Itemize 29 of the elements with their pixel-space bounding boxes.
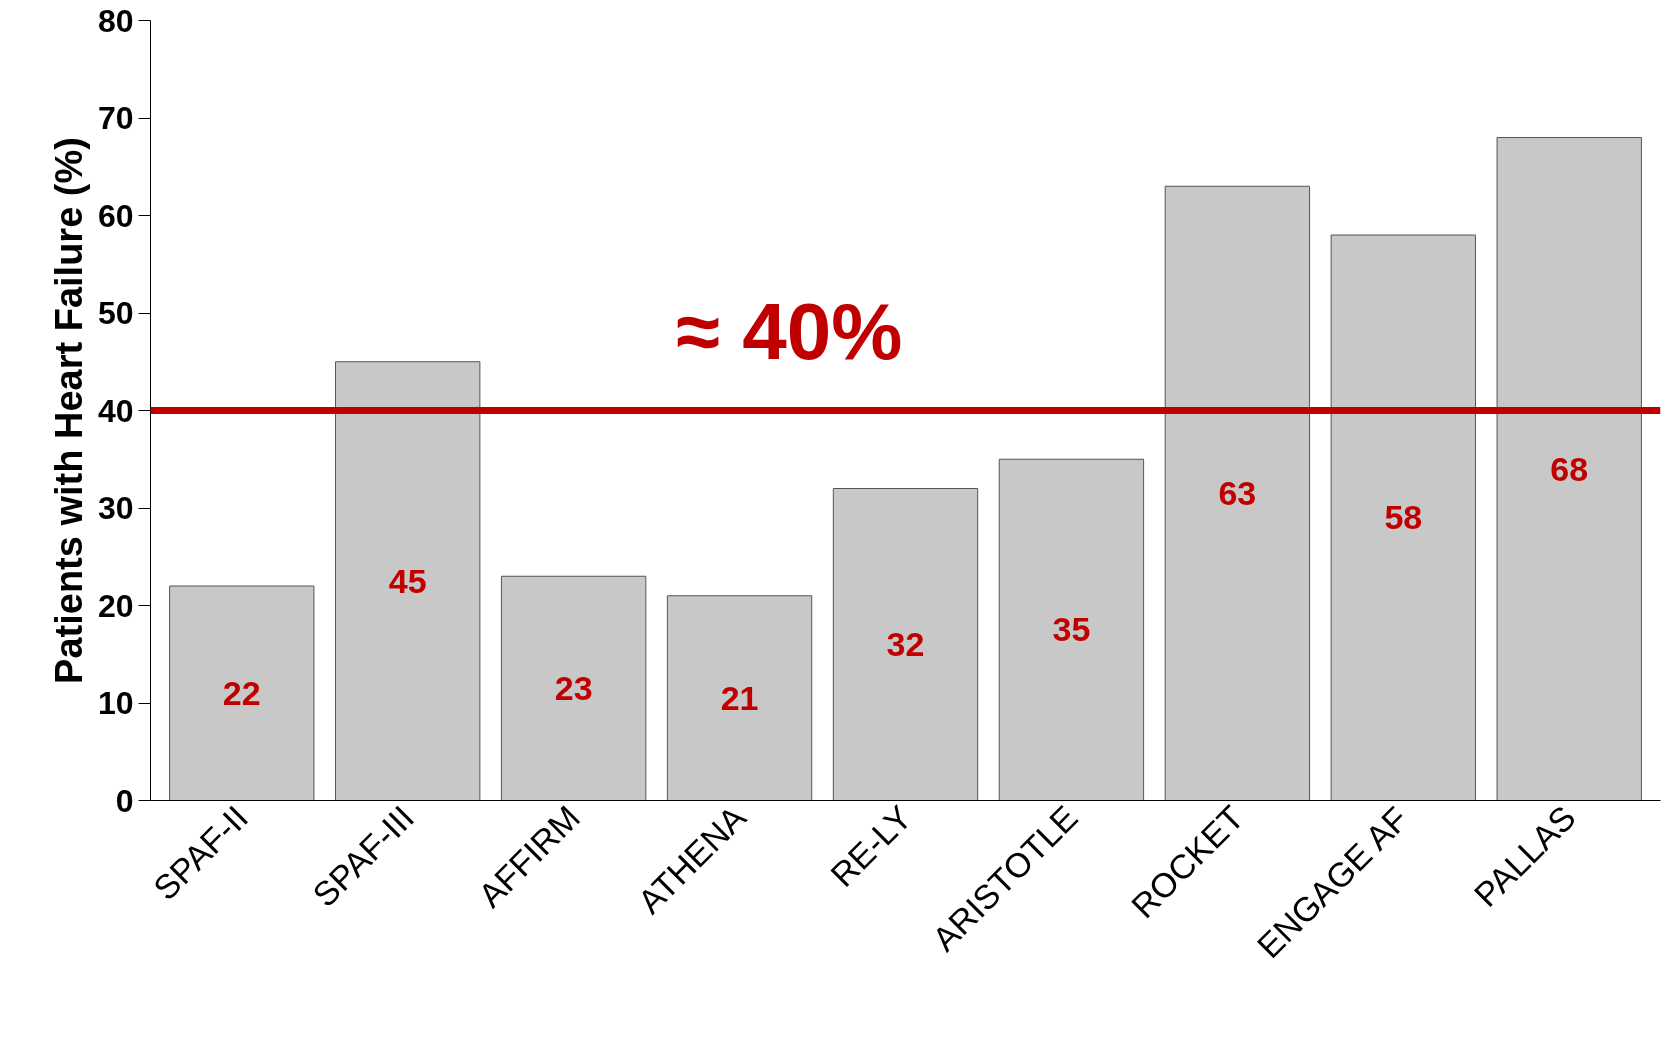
data-label: 68 [1550, 449, 1589, 488]
y-tick-label: 30 [97, 490, 134, 526]
y-axis-title: Patients with Heart Failure (%) [47, 137, 90, 684]
data-label: 32 [886, 625, 925, 663]
bar [666, 595, 813, 801]
bar [998, 458, 1145, 801]
bar [335, 361, 481, 801]
y-tick-label: 80 [97, 2, 134, 39]
bar [832, 488, 979, 801]
data-label: 63 [1218, 473, 1257, 512]
y-tick-label: 50 [97, 295, 134, 331]
data-label: 23 [554, 668, 593, 707]
data-label: 21 [720, 678, 759, 717]
data-label: 22 [222, 673, 261, 712]
bar [500, 575, 647, 801]
y-tick-label: 0 [115, 782, 134, 819]
y-tick-label: 40 [97, 392, 134, 429]
bar [1496, 137, 1642, 801]
y-tick-label: 70 [97, 100, 134, 136]
bar [1330, 234, 1476, 801]
data-label: 35 [1052, 610, 1091, 649]
data-label: 58 [1384, 498, 1423, 537]
y-tick-label: 20 [97, 587, 134, 624]
bar [1164, 185, 1311, 801]
y-tick-label: 60 [97, 197, 134, 234]
y-tick-label: 10 [97, 685, 134, 721]
ref-line-label: ≈ 40% [676, 286, 903, 376]
bar [169, 585, 315, 801]
data-label: 45 [388, 561, 427, 600]
